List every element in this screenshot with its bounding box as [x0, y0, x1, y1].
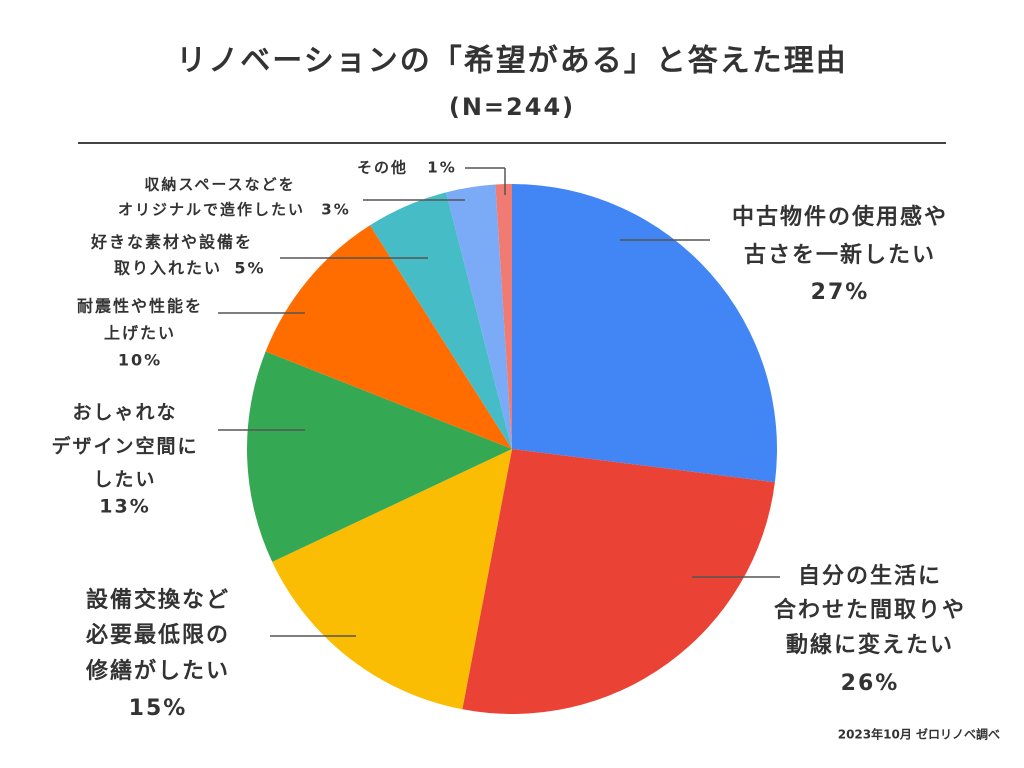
- pie-slice: [272, 449, 512, 710]
- pie-slice: [512, 184, 777, 483]
- slice-label: 収納スペースなどを: [144, 176, 295, 194]
- slice-label: したい: [93, 469, 156, 491]
- slice-label: 好きな素材や設備を: [90, 233, 253, 252]
- slice-label: 古さを一新したい: [744, 242, 936, 268]
- slice-label: 動線に変えたい: [786, 632, 954, 658]
- slice-label: オリジナルで造作したい: [118, 201, 305, 219]
- slice-label: 修繕がしたい: [85, 658, 230, 684]
- pie-slice: [246, 351, 512, 562]
- slice-label: 必要最低限の: [86, 622, 230, 648]
- value-label: 3%: [321, 201, 350, 219]
- slice-label: おしゃれな: [72, 402, 177, 424]
- pie-slice: [370, 192, 512, 450]
- slice-label: 自分の生活に: [798, 563, 942, 589]
- pie-slice: [265, 225, 512, 449]
- slice-label: その他: [357, 159, 408, 177]
- value-label: 15%: [129, 696, 188, 721]
- pie-slice: [462, 449, 775, 714]
- slice-label: デザイン空間に: [51, 435, 198, 458]
- value-label: 13%: [99, 496, 150, 518]
- slice-label: 設備交換など: [86, 587, 230, 613]
- chart-subtitle: (N=244): [449, 93, 575, 121]
- value-label: 10%: [118, 351, 162, 370]
- slice-label: 合わせた間取りや: [774, 597, 966, 623]
- value-label: 27%: [811, 280, 870, 305]
- pie-slice: [495, 184, 512, 449]
- value-label: 26%: [841, 671, 900, 696]
- slice-label: 取り入れたい: [114, 259, 222, 278]
- slice-label: 中古物件の使用感や: [732, 204, 948, 230]
- chart-title: リノベーションの「希望がある」と答えた理由: [176, 44, 847, 79]
- pie-slice: [446, 184, 512, 449]
- value-label: 1%: [427, 159, 456, 177]
- footnote: 2023年10月 ゼロリノベ調べ: [838, 727, 1000, 742]
- slice-label: 耐震性や性能を: [77, 297, 203, 316]
- value-label: 5%: [234, 259, 265, 278]
- slice-label: 上げたい: [104, 324, 176, 343]
